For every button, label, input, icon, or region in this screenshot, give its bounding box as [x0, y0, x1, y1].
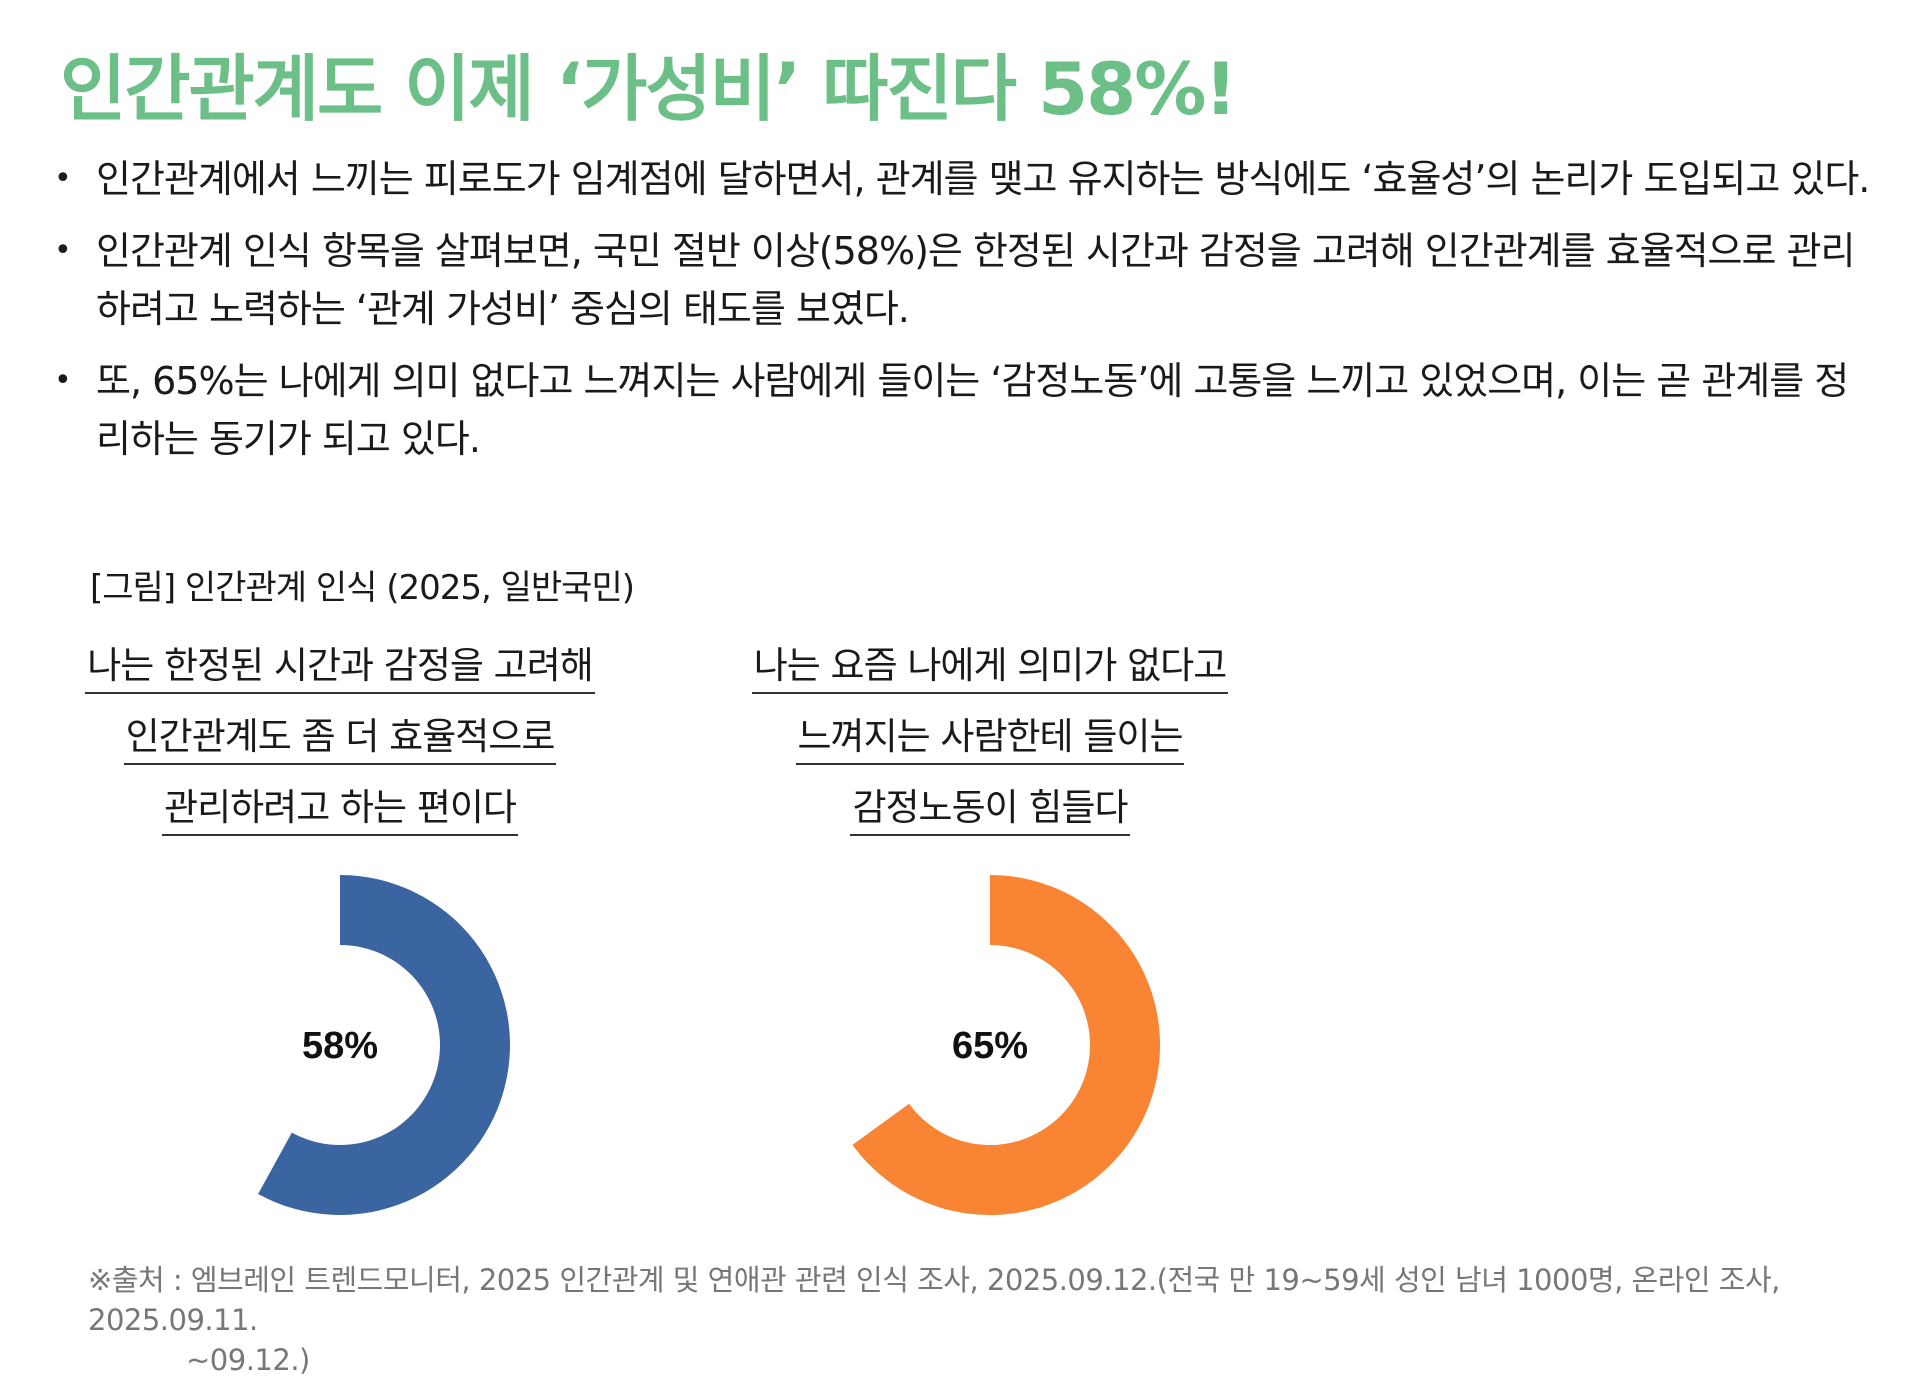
source-line: ~09.12.)	[186, 1343, 310, 1377]
source-note: ※출처 : 엠브레인 트렌드모니터, 2025 인간관계 및 연애관 관련 인식…	[88, 1260, 1868, 1380]
bullet-item: • 또, 65%는 나에게 의미 없다고 느껴지는 사람에게 들이는 ‘감정노동…	[50, 352, 1870, 468]
donut-label-line: 나는 요즘 나에게 의미가 없다고	[751, 640, 1229, 694]
donut-label-line: 관리하려고 하는 편이다	[162, 782, 518, 836]
donut-label-line: 인간관계도 좀 더 효율적으로	[123, 711, 557, 765]
bullet-marker: •	[54, 363, 72, 398]
donut-arc-65	[852, 875, 1160, 1215]
donut-svg: 58%	[258, 875, 510, 1215]
donut-label-line: 느껴지는 사람한테 들이는	[795, 711, 1185, 765]
donut-arc-58	[258, 875, 510, 1215]
donut-value-label: 58%	[302, 1025, 378, 1067]
donut-label: 나는 한정된 시간과 감정을 고려해 인간관계도 좀 더 효율적으로 관리하려고…	[40, 640, 640, 853]
bullet-text: 인간관계에서 느끼는 피로도가 임계점에 달하면서, 관계를 맺고 유지하는 방…	[96, 157, 1870, 201]
donut-label-line: 감정노동이 힘들다	[850, 782, 1130, 836]
bullet-item: • 인간관계 인식 항목을 살펴보면, 국민 절반 이상(58%)은 한정된 시…	[50, 222, 1870, 338]
donut-label-line: 나는 한정된 시간과 감정을 고려해	[85, 640, 595, 694]
bullet-text: 또, 65%는 나에게 의미 없다고 느껴지는 사람에게 들이는 ‘감정노동’에…	[96, 359, 1849, 461]
bullet-text: 인간관계 인식 항목을 살펴보면, 국민 절반 이상(58%)은 한정된 시간과…	[96, 229, 1855, 331]
donut-chart-left: 나는 한정된 시간과 감정을 고려해 인간관계도 좀 더 효율적으로 관리하려고…	[40, 640, 640, 1225]
donut-value-label: 65%	[952, 1025, 1028, 1067]
donut-chart-right: 나는 요즘 나에게 의미가 없다고 느껴지는 사람한테 들이는 감정노동이 힘들…	[690, 640, 1290, 1225]
source-line: ※출처 : 엠브레인 트렌드모니터, 2025 인간관계 및 연애관 관련 인식…	[88, 1263, 1780, 1337]
figure-caption: [그림] 인간관계 인식 (2025, 일반국민)	[90, 568, 635, 608]
bullet-item: • 인간관계에서 느끼는 피로도가 임계점에 달하면서, 관계를 맺고 유지하는…	[50, 150, 1870, 208]
bullet-list: • 인간관계에서 느끼는 피로도가 임계점에 달하면서, 관계를 맺고 유지하는…	[50, 150, 1870, 482]
page-title: 인간관계도 이제 ‘가성비’ 따진다 58%!	[60, 47, 1237, 131]
bullet-marker: •	[54, 161, 72, 196]
donut-svg: 65%	[852, 875, 1160, 1215]
bullet-marker: •	[54, 233, 72, 268]
donut-label: 나는 요즘 나에게 의미가 없다고 느껴지는 사람한테 들이는 감정노동이 힘들…	[690, 640, 1290, 853]
